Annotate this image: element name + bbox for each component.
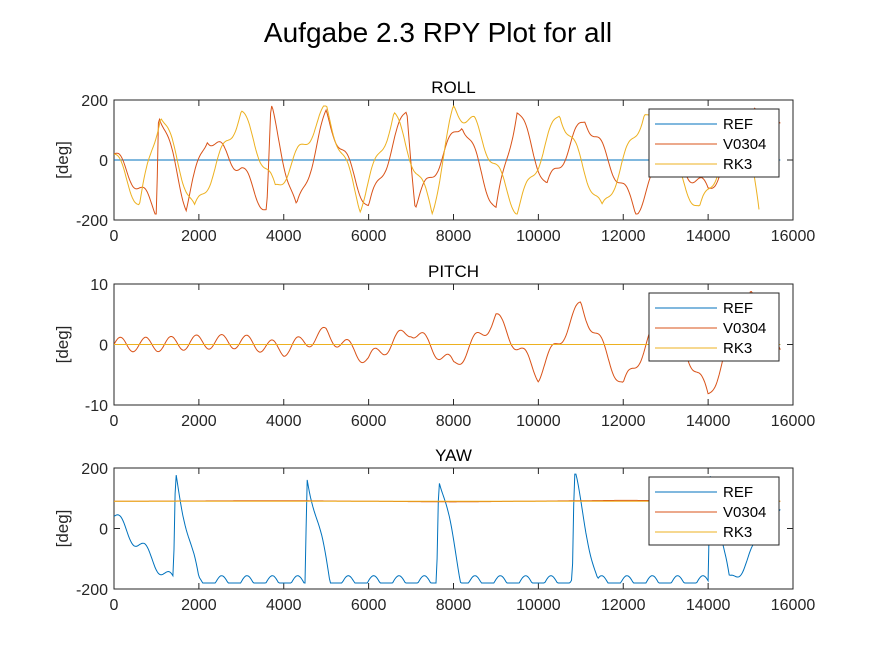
legend-entry: V0304: [723, 136, 766, 153]
x-tick-label: 8000: [436, 413, 472, 430]
x-tick-label: 8000: [436, 597, 472, 614]
figure-title: Aufgabe 2.3 RPY Plot for all: [264, 17, 612, 48]
subplot-title: PITCH: [428, 262, 479, 281]
x-tick-label: 12000: [601, 413, 646, 430]
subplot-yaw: YAW[deg]0 2000 4000 6000 8000 10000 12000 14000…: [53, 446, 815, 614]
x-tick-label: 10000: [516, 413, 561, 430]
subplot-title: YAW: [435, 446, 472, 465]
legend-entry: RK3: [723, 524, 752, 541]
x-tick-label: 6000: [351, 413, 387, 430]
x-tick-label: 4000: [266, 597, 302, 614]
legend-entry: RK3: [723, 340, 752, 357]
x-tick-label: 4000: [266, 413, 302, 430]
legend: REF V0304 RK3: [648, 108, 780, 178]
legend-box: [648, 108, 780, 178]
series-line-ref: [114, 473, 781, 584]
x-tick-label: 8000: [436, 228, 472, 245]
subplot-roll: ROLL[deg]0 2000 4000 6000 8000 10000 12000 1400…: [53, 78, 815, 245]
x-tick-label: 0: [110, 413, 119, 430]
x-tick-label: 4000: [266, 228, 302, 245]
x-tick-label: 14000: [686, 597, 731, 614]
x-tick-label: 0: [110, 597, 119, 614]
x-tick-label: 6000: [351, 597, 387, 614]
y-tick-label: 200: [81, 93, 108, 110]
legend-entry: REF: [723, 300, 753, 317]
y-tick-label: 200: [81, 461, 108, 478]
y-tick-label: 10: [90, 277, 108, 294]
legend-entry: V0304: [723, 320, 766, 337]
subplot-pitch: PITCH [deg] 0 2000 4000 6000 8000 10000 12000 140…: [53, 262, 815, 430]
x-tick-label: 14000: [686, 228, 731, 245]
x-tick-label: 0: [110, 228, 119, 245]
y-axis-label: [deg]: [53, 141, 72, 179]
legend-entry: V0304: [723, 504, 766, 521]
y-tick-label: -200: [76, 213, 108, 230]
legend-entry: REF: [723, 116, 753, 133]
y-axis-label: [deg]: [53, 326, 72, 364]
x-tick-label: 2000: [181, 413, 217, 430]
y-tick-label: -200: [76, 582, 108, 599]
legend-box: [648, 292, 780, 362]
y-axis-label: [deg]: [53, 510, 72, 548]
x-tick-label: 16000: [771, 413, 816, 430]
x-tick-label: 12000: [601, 597, 646, 614]
legend: REF V0304 RK3: [648, 292, 780, 362]
x-tick-label: 2000: [181, 597, 217, 614]
x-tick-label: 10000: [516, 597, 561, 614]
y-tick-label: -10: [85, 398, 108, 415]
x-tick-label: 10000: [516, 228, 561, 245]
x-tick-label: 14000: [686, 413, 731, 430]
y-tick-label: 0: [99, 153, 108, 170]
x-tick-label: 2000: [181, 228, 217, 245]
y-tick-label: 0: [99, 522, 108, 539]
legend: REF V0304 RK3: [648, 476, 780, 546]
x-tick-label: 6000: [351, 228, 387, 245]
legend-entry: REF: [723, 484, 753, 501]
y-tick-label: 0: [99, 338, 108, 355]
legend-entry: RK3: [723, 156, 752, 173]
x-tick-label: 12000: [601, 228, 646, 245]
legend-box: [648, 476, 780, 546]
x-tick-label: 16000: [771, 228, 816, 245]
subplot-title: ROLL: [431, 78, 475, 97]
x-tick-label: 16000: [771, 597, 816, 614]
